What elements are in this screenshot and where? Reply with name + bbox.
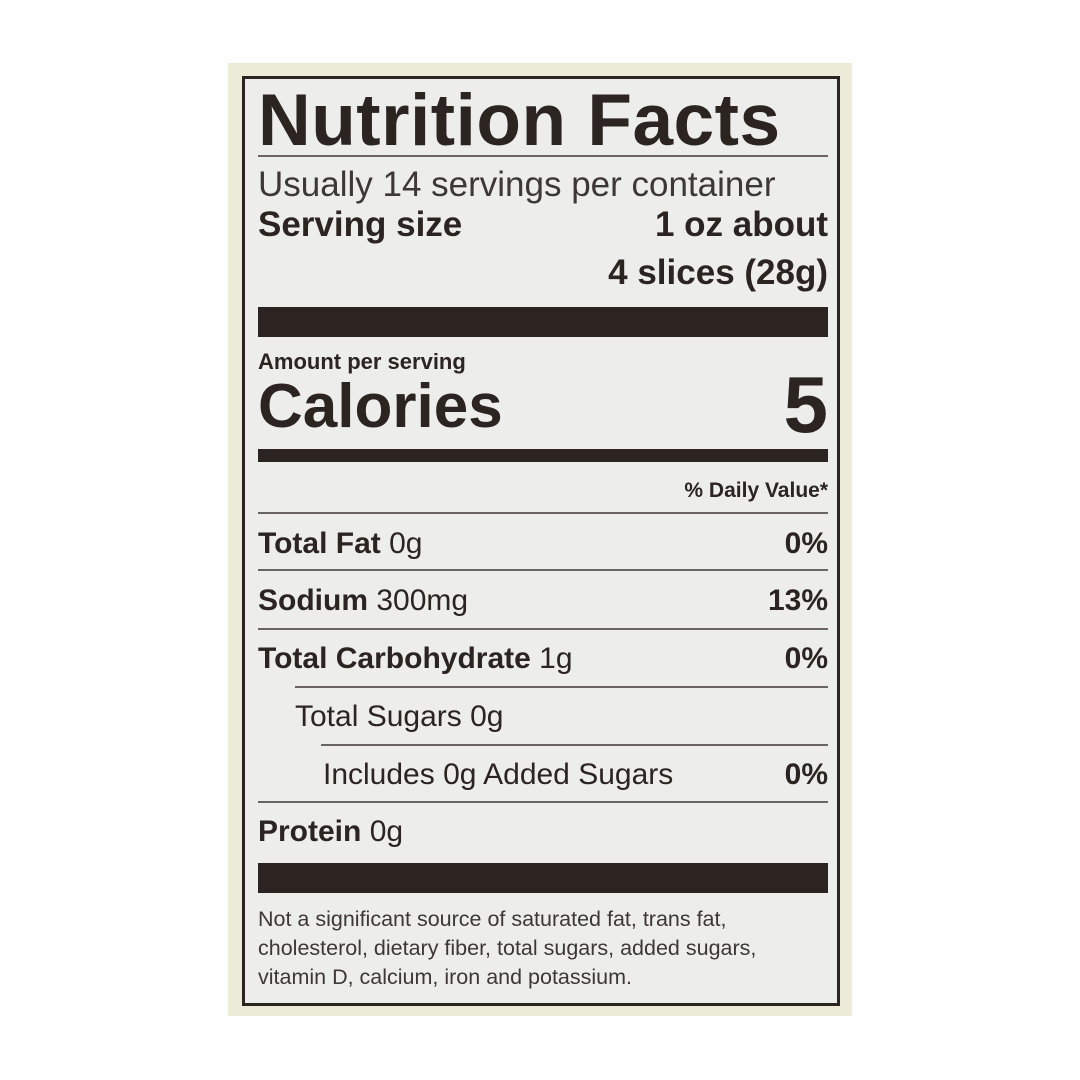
serving-size-value-2: 4 slices (28g) <box>608 253 828 292</box>
dv-carbohydrate: 0% <box>784 642 828 675</box>
dv-sodium: 13% <box>767 584 828 617</box>
divider <box>258 628 828 630</box>
servings-per-container: Usually 14 servings per container <box>258 165 776 204</box>
thick-divider <box>258 863 828 893</box>
calories-label: Calories <box>258 372 503 441</box>
footnote: Not a significant source of saturated fa… <box>258 905 756 992</box>
divider <box>258 512 828 514</box>
divider <box>258 569 828 571</box>
divider <box>321 744 828 746</box>
divider <box>258 801 828 803</box>
calories-value: 5 <box>783 360 829 449</box>
thick-divider <box>258 307 828 337</box>
amount-per-serving: Amount per serving <box>258 349 466 374</box>
nutrient-row-sodium: Sodium 300mg <box>258 584 469 617</box>
daily-value-header: % Daily Value* <box>684 479 828 502</box>
medium-divider <box>258 449 828 462</box>
label-title: Nutrition Facts <box>258 80 781 161</box>
nutrient-row-total-sugars: Total Sugars 0g <box>295 700 504 733</box>
divider <box>295 686 828 688</box>
nutrition-facts-label: Nutrition Facts Usually 14 servings per … <box>242 76 840 1006</box>
nutrient-row-protein: Protein 0g <box>258 815 404 848</box>
serving-size-label: Serving size <box>258 205 463 244</box>
serving-size-value-1: 1 oz about <box>654 205 828 244</box>
dv-total-fat: 0% <box>784 527 828 560</box>
nutrient-row-added-sugars: Includes 0g Added Sugars <box>323 758 674 791</box>
footnote-line: Not a significant source of saturated fa… <box>258 907 727 931</box>
footnote-line: cholesterol, dietary fiber, total sugars… <box>258 936 757 960</box>
nutrient-row-carbohydrate: Total Carbohydrate 1g <box>258 642 573 675</box>
nutrient-row-total-fat: Total Fat 0g <box>258 527 423 560</box>
footnote-line: vitamin D, calcium, iron and potassium. <box>258 965 633 989</box>
dv-added-sugars: 0% <box>784 758 828 791</box>
divider <box>258 155 828 157</box>
